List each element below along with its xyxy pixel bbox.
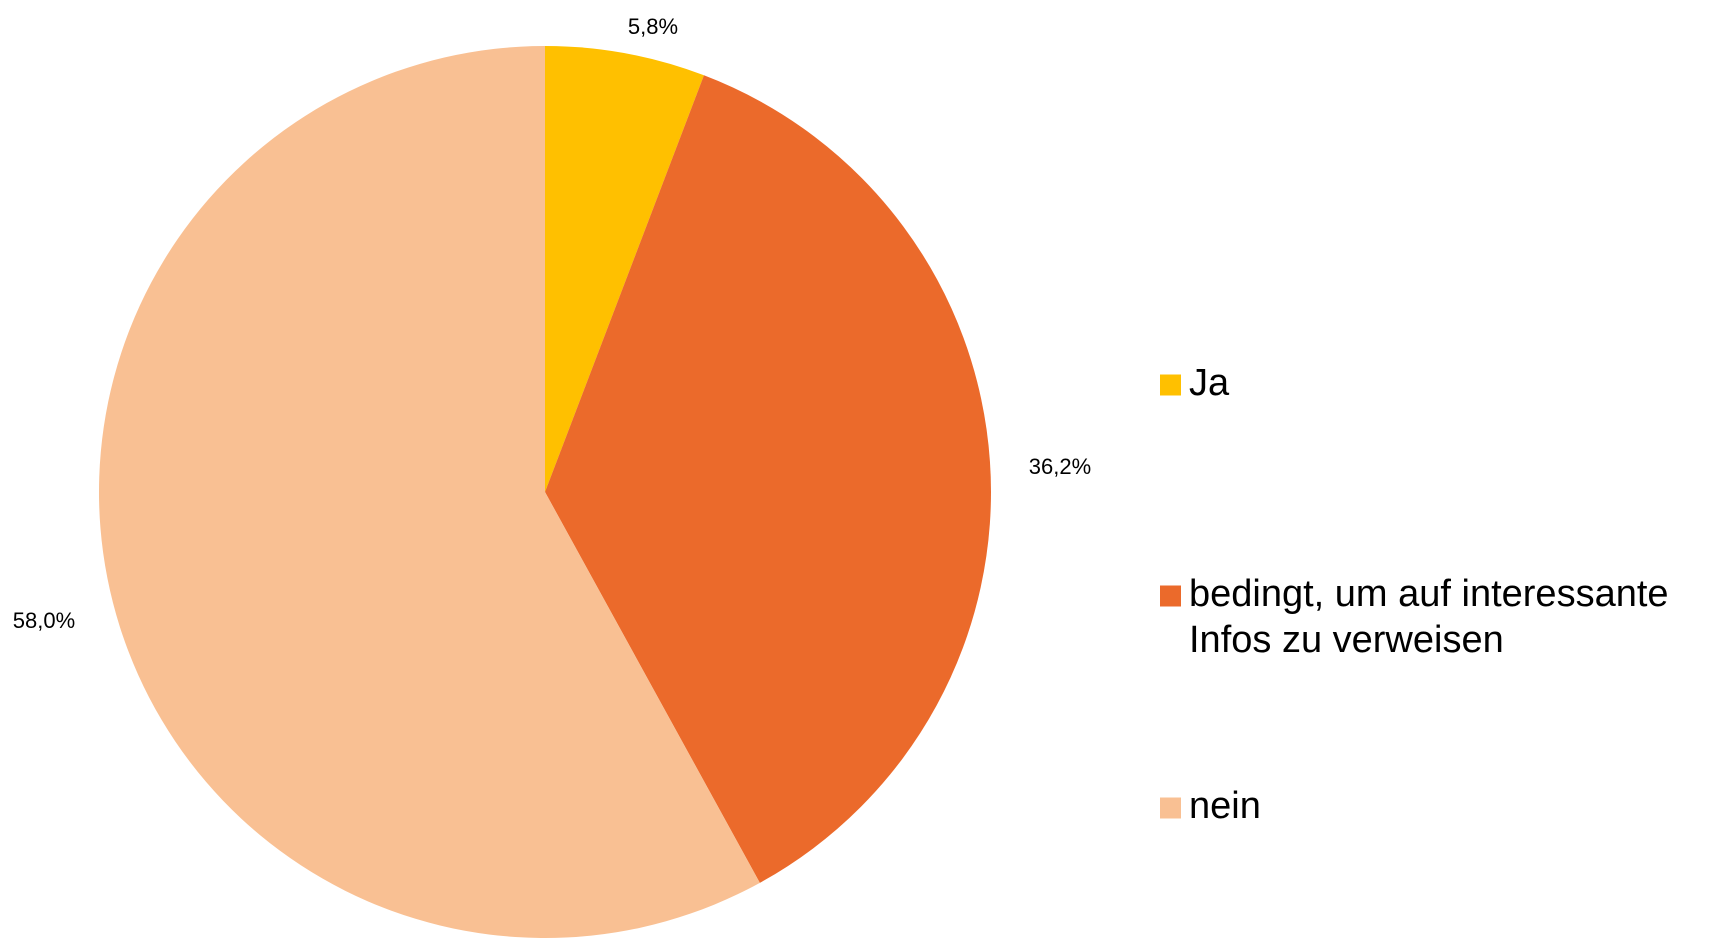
pie-slice-nein [98, 46, 760, 938]
pie-slice-bedingt-um-auf-interessante [545, 75, 991, 883]
data-label-bedingt-um-auf-interessante: 36,2% [1029, 454, 1091, 479]
legend-item-nein: nein [1160, 785, 1261, 827]
legend-label: nein [1189, 785, 1261, 827]
legend-label: Ja [1189, 362, 1230, 404]
legend-swatch [1160, 585, 1181, 607]
legend-swatch [1160, 374, 1181, 396]
pie-slices [98, 46, 991, 938]
legend-label: bedingt, um auf interessante [1189, 573, 1669, 615]
pie-slice-ja [545, 46, 704, 492]
data-labels: 5,8% 36,2% 58,0% [13, 14, 1091, 633]
legend-swatch [1160, 797, 1181, 819]
legend-item-ja: Ja [1160, 362, 1230, 404]
data-label-nein: 58,0% [13, 608, 75, 633]
data-label-ja: 5,8% [628, 14, 678, 39]
legend-label: Infos zu verweisen [1189, 619, 1504, 661]
